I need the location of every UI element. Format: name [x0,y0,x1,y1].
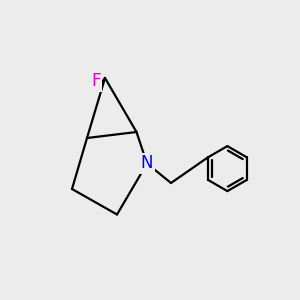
Text: F: F [91,72,101,90]
Text: N: N [141,154,153,172]
